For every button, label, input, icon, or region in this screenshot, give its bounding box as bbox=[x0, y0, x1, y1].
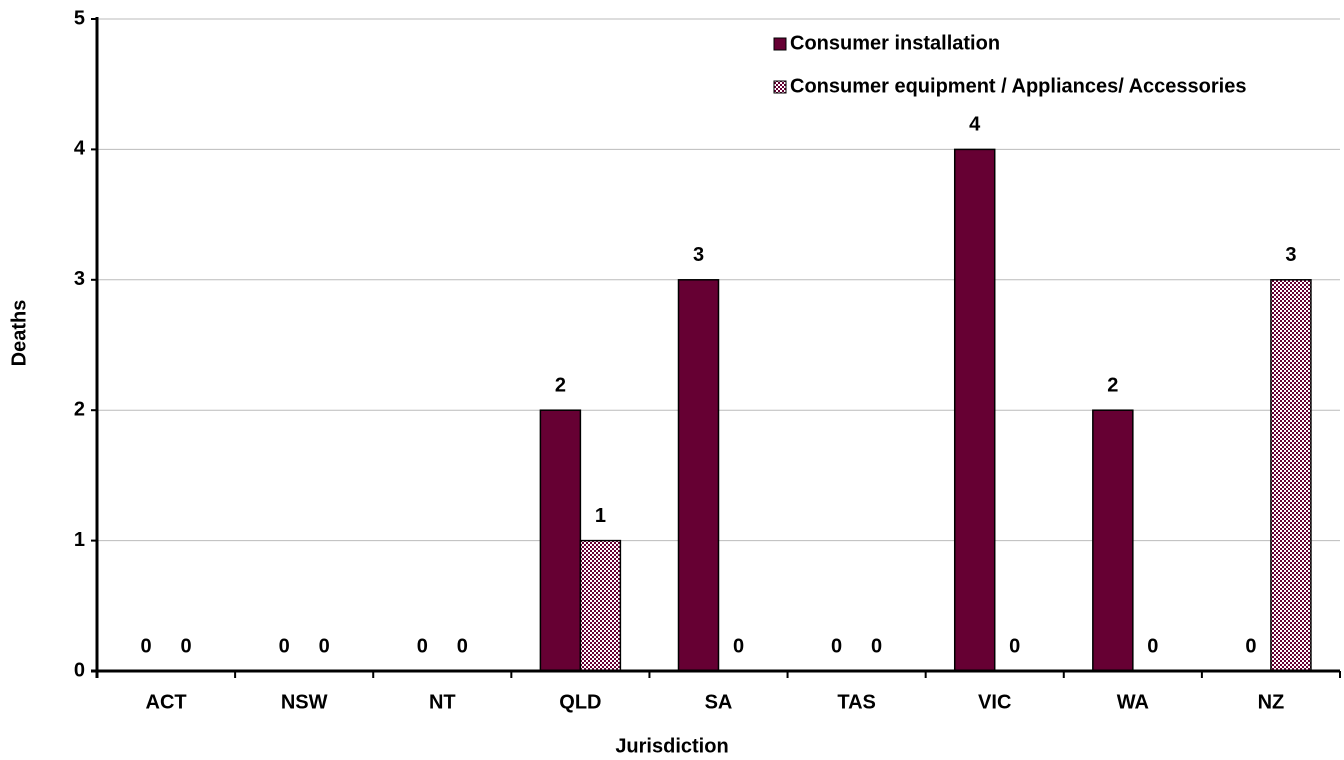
x-tick-label: NZ bbox=[1258, 691, 1285, 713]
value-label: 0 bbox=[1147, 635, 1158, 657]
bar bbox=[953, 148, 996, 672]
value-label: 0 bbox=[140, 635, 151, 657]
value-label: 3 bbox=[1285, 244, 1296, 266]
x-tick-label: NSW bbox=[281, 691, 328, 713]
y-tick-label: 2 bbox=[74, 398, 85, 420]
value-label: 0 bbox=[319, 635, 330, 657]
value-label: 0 bbox=[733, 635, 744, 657]
value-label: 0 bbox=[417, 635, 428, 657]
x-tick-label: NT bbox=[429, 691, 456, 713]
bar bbox=[1270, 279, 1312, 672]
x-tick-label: ACT bbox=[146, 691, 187, 713]
legend-swatch bbox=[773, 37, 787, 51]
value-label: 0 bbox=[1009, 635, 1020, 657]
value-label: 1 bbox=[595, 505, 606, 527]
value-label: 4 bbox=[969, 114, 981, 136]
value-label: 2 bbox=[555, 374, 566, 396]
y-tick-label: 1 bbox=[74, 529, 85, 551]
bar bbox=[1092, 409, 1134, 672]
legend-swatch bbox=[773, 80, 787, 94]
legend-label: Consumer equipment / Appliances/ Accesso… bbox=[790, 75, 1246, 97]
x-tick-label: TAS bbox=[837, 691, 876, 713]
y-tick-label: 0 bbox=[74, 659, 85, 681]
value-label: 3 bbox=[693, 244, 704, 266]
y-axis-label: Deaths bbox=[8, 300, 30, 367]
y-tick-label: 5 bbox=[74, 7, 85, 29]
value-label: 0 bbox=[457, 635, 468, 657]
bar bbox=[677, 279, 720, 672]
x-tick-label: WA bbox=[1117, 691, 1149, 713]
value-label: 0 bbox=[180, 635, 191, 657]
x-tick-label: SA bbox=[705, 691, 733, 713]
value-label: 0 bbox=[279, 635, 290, 657]
value-label: 2 bbox=[1107, 374, 1118, 396]
value-label: 0 bbox=[1245, 635, 1256, 657]
legend-label: Consumer installation bbox=[790, 32, 1000, 54]
value-label: 0 bbox=[831, 635, 842, 657]
y-tick-label: 3 bbox=[74, 268, 85, 290]
y-tick-label: 4 bbox=[74, 138, 86, 160]
value-label: 0 bbox=[871, 635, 882, 657]
x-tick-label: QLD bbox=[559, 691, 601, 713]
x-axis-label: Jurisdiction bbox=[615, 735, 728, 757]
bar bbox=[539, 409, 582, 672]
bar bbox=[579, 539, 622, 672]
x-tick-label: VIC bbox=[978, 691, 1011, 713]
